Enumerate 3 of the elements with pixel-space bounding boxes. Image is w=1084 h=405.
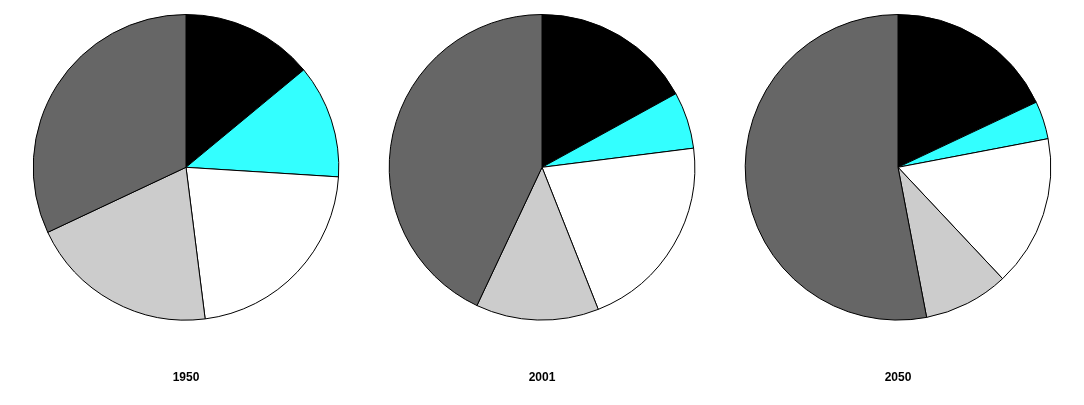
text: 1950: [172, 370, 200, 385]
text: 2050: [884, 370, 912, 385]
text: 2001: [528, 370, 556, 385]
